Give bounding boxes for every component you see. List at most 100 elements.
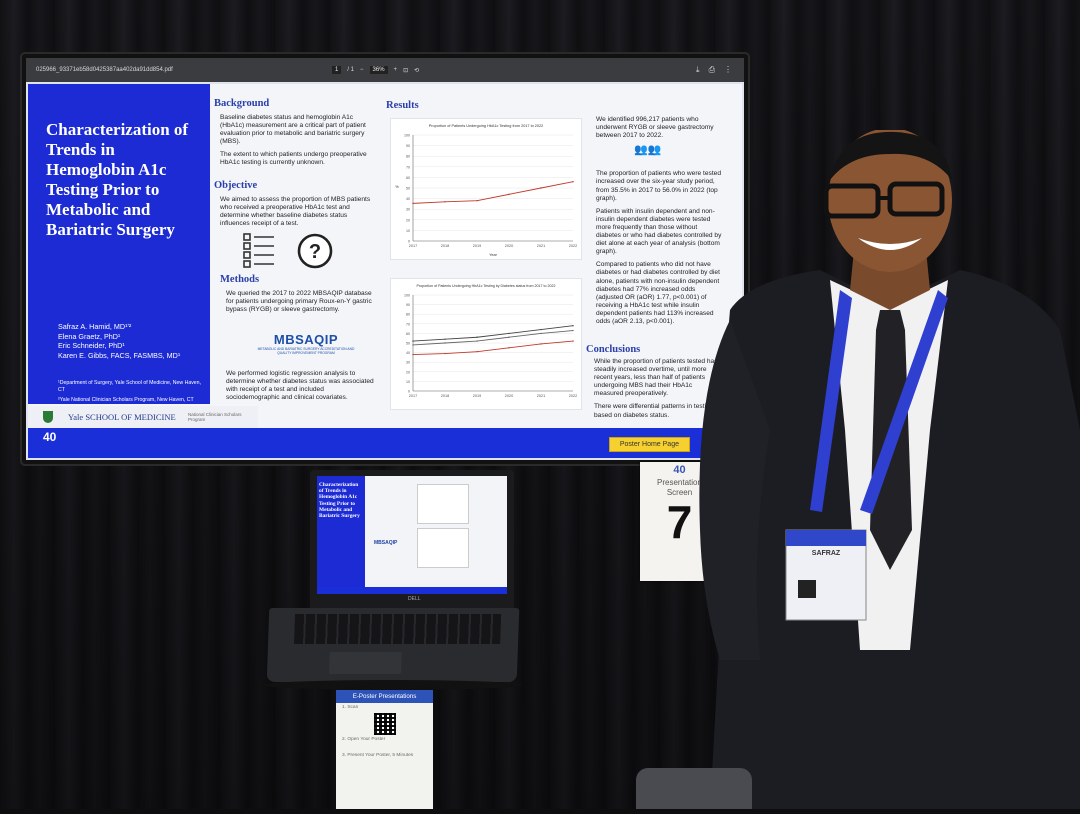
x-axis-label: Year	[489, 253, 497, 257]
methods-bullet-2: We performed logistic regression analysi…	[226, 370, 376, 407]
data-point	[508, 332, 510, 335]
x-tick-label: 2017	[409, 394, 417, 398]
data-point	[412, 202, 414, 205]
monitor-screen: 025966_93371eb58d0425387aa402da91dd854.p…	[26, 58, 744, 460]
pdf-filename: 025966_93371eb58d0425387aa402da91dd854.p…	[36, 67, 173, 73]
x-tick-label: 2020	[505, 394, 513, 398]
affiliation: ²Yale National Clinician Scholars Progra…	[58, 397, 194, 403]
poster-affiliations: ¹Department of Surgery, Yale School of M…	[58, 380, 208, 404]
laptop-poster-title: Characterization of Trends in Hemoglobin…	[317, 476, 365, 594]
background-bullets: Baseline diabetes status and hemoglobin …	[220, 114, 370, 173]
y-tick-label: 70	[406, 322, 410, 326]
y-tick-label: 90	[406, 144, 410, 148]
x-tick-label: 2021	[537, 394, 545, 398]
y-tick-label: 60	[406, 332, 410, 336]
page-number-input[interactable]: 1	[332, 66, 342, 74]
laptop-graph	[417, 528, 469, 568]
results-bullets: We identified 996,217 patients who under…	[596, 116, 722, 331]
sign-label-line2: Screen	[666, 488, 693, 497]
data-point	[444, 342, 446, 344]
series-line	[412, 325, 574, 342]
mbsaqip-logo-sub: METABOLIC AND BARIATRIC SURGERY ACCREDIT…	[257, 347, 355, 355]
presenter: SAFRAZ	[690, 128, 1080, 809]
x-tick-label: 2017	[409, 244, 417, 248]
data-point	[476, 340, 478, 342]
poster-bottom-bar: 40 Poster Home Page	[28, 428, 742, 458]
series-line	[412, 340, 574, 355]
laptop-touchpad[interactable]	[328, 652, 402, 674]
y-tick-label: 100	[404, 134, 410, 138]
x-tick-label: 2018	[441, 394, 449, 398]
bullet: We performed logistic regression analysi…	[226, 370, 374, 402]
y-tick-label: 50	[406, 342, 410, 346]
svg-text:?: ?	[309, 241, 321, 263]
poster: Characterization of Trends in Hemoglobin…	[28, 84, 742, 458]
poster-title-panel: Characterization of Trends in Hemoglobin…	[28, 84, 210, 404]
download-icon[interactable]: ⤓	[696, 65, 700, 74]
y-tick-label: 0	[408, 240, 410, 244]
bullet: We identified 996,217 patients who under…	[596, 116, 714, 140]
y-tick-label: 70	[406, 165, 410, 169]
laptop-stand	[262, 680, 522, 690]
page-controls: 1 / 1 − 36% + ⊡ ⟲	[332, 66, 419, 74]
results-heading: Results	[386, 100, 419, 111]
bullet: Baseline diabetes status and hemoglobin …	[220, 114, 366, 146]
data-point	[412, 340, 414, 342]
bullet: The extent to which patients undergo pre…	[220, 151, 367, 167]
data-point	[572, 180, 574, 183]
data-point	[476, 336, 478, 338]
data-point	[540, 332, 542, 335]
anniversary-logo: 40	[43, 430, 57, 444]
y-tick-label: 20	[406, 218, 410, 222]
rotate-icon[interactable]: ⟲	[414, 67, 420, 74]
monitor: 025966_93371eb58d0425387aa402da91dd854.p…	[22, 54, 748, 464]
data-point	[572, 340, 574, 342]
data-point	[540, 187, 542, 189]
laptop-brand: DELL	[408, 596, 421, 602]
y-tick-label: 10	[406, 380, 410, 384]
laptop-graph	[417, 484, 469, 524]
page-total: / 1	[347, 67, 355, 73]
data-point	[444, 338, 446, 340]
y-tick-label: 0	[408, 390, 410, 394]
data-point	[508, 336, 510, 338]
sign-logo: 40	[673, 464, 686, 476]
zoom-level[interactable]: 36%	[369, 66, 388, 74]
screen-number: 7	[666, 496, 693, 548]
top-graph: Proportion of Patients Undergoing HbA1c …	[390, 118, 582, 260]
poster-authors: Safraz A. Hamid, MD¹ʹ² Elena Graetz, PhD…	[58, 322, 180, 360]
y-tick-label: 80	[406, 313, 410, 317]
y-tick-label: 100	[404, 294, 410, 298]
y-tick-label: 40	[406, 351, 410, 355]
x-tick-label: 2021	[537, 244, 545, 248]
mbsaqip-logo: MBSAQIP METABOLIC AND BARIATRIC SURGERY …	[256, 332, 356, 355]
poster-title: Characterization of Trends in Hemoglobin…	[46, 120, 189, 239]
laptop-keyboard-deck	[266, 608, 520, 682]
data-point	[540, 343, 542, 345]
affiliation: ¹Department of Surgery, Yale School of M…	[58, 380, 202, 393]
more-options-icon[interactable]: ⋮	[724, 65, 732, 74]
laptop-screen: Characterization of Trends in Hemoglobin…	[310, 470, 514, 610]
badge-name: SAFRAZ	[811, 550, 841, 557]
objective-bullets: We aimed to assess the proportion of MBS…	[220, 196, 372, 233]
print-icon[interactable]: ⎙	[708, 65, 715, 74]
y-tick-label: 30	[406, 208, 410, 212]
laptop-keyboard[interactable]	[294, 614, 502, 644]
poster-home-page-button[interactable]: Poster Home Page	[608, 437, 690, 452]
zoom-in-icon[interactable]: +	[393, 67, 398, 73]
y-tick-label: 80	[406, 155, 410, 159]
chart-title: Proportion of Patients Undergoing HbA1c …	[429, 124, 544, 128]
zoom-out-icon[interactable]: −	[360, 67, 364, 73]
fit-page-icon[interactable]: ⊡	[403, 67, 409, 74]
methods-bullet-1: We queried the 2017 to 2022 MBSAQIP data…	[226, 290, 376, 319]
y-axis-label: %	[395, 184, 399, 189]
qr-sign-step: 2. Open Your Poster	[342, 737, 386, 742]
series-line	[412, 330, 574, 346]
poster-footer-logos: Yale SCHOOL OF MEDICINE National Clinici…	[28, 406, 258, 428]
yale-footer-text: Yale SCHOOL OF MEDICINE	[68, 412, 176, 422]
bottom-graph: Proportion of Patients Undergoing HbA1c …	[390, 278, 582, 410]
sign-label: Presentation Screen	[640, 478, 719, 498]
qr-sign-step: 1. Scan	[342, 705, 359, 710]
laptop-poster-bar	[317, 587, 507, 594]
y-tick-label: 90	[406, 303, 410, 307]
